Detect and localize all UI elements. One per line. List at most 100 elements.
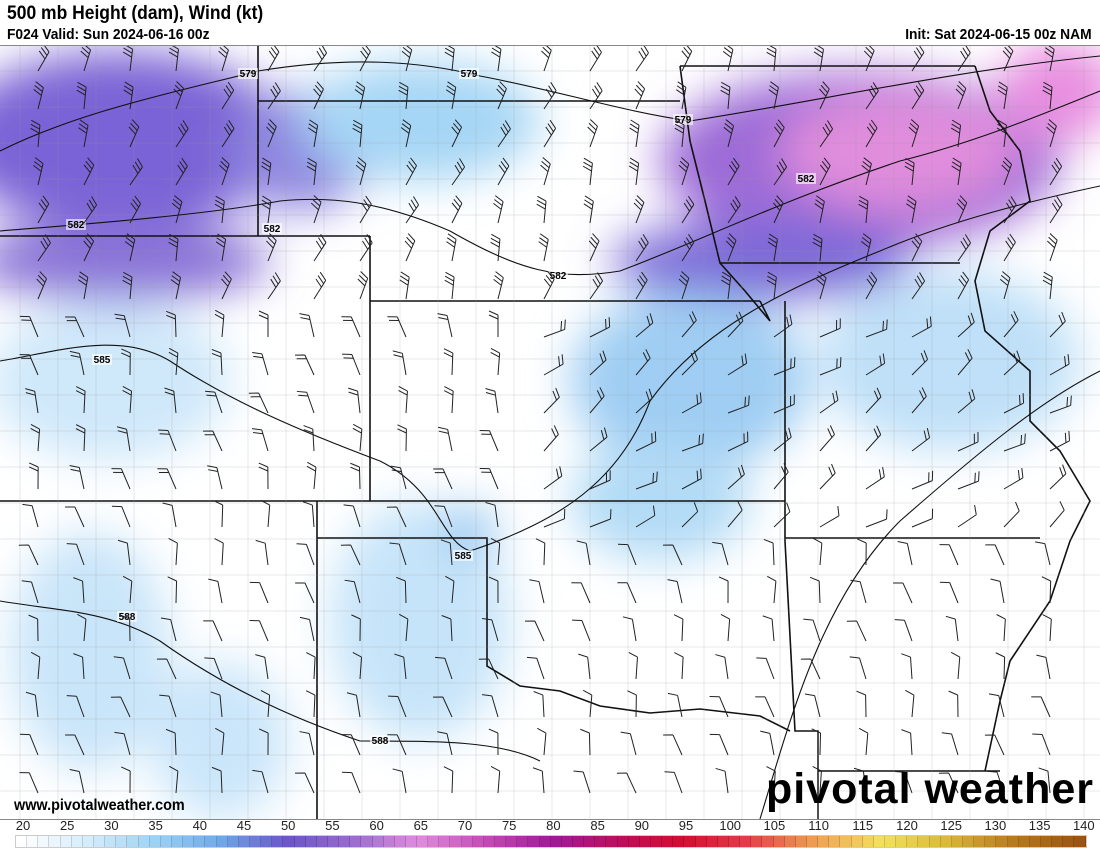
wind-barb — [906, 195, 917, 224]
wind-barb — [445, 575, 455, 604]
wind-barb — [1003, 433, 1026, 452]
wind-barb — [75, 424, 86, 452]
colorbar-swatch — [651, 836, 663, 847]
wind-barb — [911, 233, 923, 262]
wind-barb — [392, 350, 407, 376]
colorbar-swatch — [327, 836, 340, 847]
wind-barb — [897, 540, 913, 566]
wind-barb — [400, 119, 412, 148]
wind-barb — [1036, 654, 1051, 680]
wind-barb — [814, 195, 825, 224]
wind-barb — [727, 395, 750, 414]
wind-barb — [588, 233, 600, 262]
wind-barb — [313, 234, 327, 262]
wind-barb — [69, 465, 85, 490]
colorbar-swatch — [1074, 836, 1086, 847]
wind-barb — [120, 614, 131, 642]
wind-barb — [893, 582, 913, 604]
wind-barb — [121, 348, 131, 376]
wind-barb — [627, 690, 637, 718]
colorbar-swatch — [806, 836, 819, 847]
colorbar-label: 110 — [808, 818, 829, 833]
colorbar-swatch — [160, 836, 172, 847]
contour-label: 585 — [455, 551, 472, 562]
valid-time: F024 Valid: Sun 2024-06-16 00z — [7, 26, 210, 43]
wind-barb — [721, 271, 732, 300]
colorbar-label: 135 — [1028, 818, 1051, 833]
wind-barb — [490, 347, 501, 376]
wind-barb — [663, 544, 683, 566]
wind-barb — [213, 500, 224, 528]
wind-barb — [1049, 354, 1070, 376]
wind-barb — [727, 353, 748, 376]
wind-barb — [537, 727, 547, 756]
colorbar-swatch — [183, 836, 195, 847]
colorbar-swatch — [740, 836, 752, 847]
wind-barb — [160, 617, 177, 642]
wind-barb — [812, 766, 822, 794]
wind-barb — [258, 310, 269, 338]
wind-barb — [37, 234, 51, 262]
colorbar-label: 55 — [325, 818, 340, 833]
colorbar-swatch — [584, 836, 596, 847]
wind-barb — [948, 690, 959, 718]
wind-barb — [543, 387, 560, 414]
colorbar-swatch — [940, 836, 952, 847]
colorbar-swatch — [405, 836, 418, 847]
wind-barb — [175, 120, 189, 148]
wind-barb — [681, 350, 699, 376]
wind-barb — [957, 271, 970, 300]
wind-barb — [398, 81, 409, 110]
map-title: 500 mb Height (dam), Wind (kt) — [7, 3, 264, 24]
wind-barb — [722, 46, 734, 72]
wind-barb — [218, 46, 229, 72]
wind-barb — [168, 46, 179, 72]
wind-barb — [208, 578, 223, 604]
wind-barb — [1002, 46, 1014, 72]
wind-barb — [306, 461, 317, 490]
wind-barb — [204, 657, 223, 680]
wind-barb — [773, 427, 792, 452]
colorbar-swatch — [350, 836, 362, 847]
wind-barb — [299, 313, 315, 338]
wind-barb — [768, 81, 779, 110]
wind-barb — [674, 119, 685, 148]
wind-barb — [536, 195, 547, 224]
height-contours — [0, 55, 1100, 819]
wind-barb — [214, 538, 224, 566]
colorbar-label: 60 — [369, 818, 384, 833]
colorbar-swatch — [695, 836, 707, 847]
wind-barb — [167, 576, 178, 604]
wind-barb — [635, 46, 649, 72]
colorbar-swatch — [216, 836, 228, 847]
wind-barb — [65, 506, 85, 528]
wind-barb — [1049, 157, 1063, 186]
wind-barb — [772, 195, 784, 224]
colorbar-swatch — [706, 836, 718, 847]
wind-barb — [727, 311, 744, 338]
wind-barb — [446, 233, 457, 262]
wind-barb — [159, 694, 177, 718]
wind-barb — [635, 234, 649, 262]
wind-barb — [252, 769, 269, 794]
wind-barb — [712, 541, 729, 566]
wind-barb — [587, 119, 598, 148]
wind-barb — [856, 690, 867, 718]
colorbar-swatch — [784, 836, 796, 847]
wind-barb — [533, 691, 545, 718]
wind-barb — [996, 614, 1006, 642]
wind-barb — [629, 119, 640, 148]
wind-barb — [122, 385, 133, 414]
colorbar-swatch — [82, 836, 94, 847]
wind-barb — [451, 158, 466, 186]
wind-barb — [1003, 467, 1024, 490]
wind-barb — [1047, 233, 1058, 262]
colorbar-label: 25 — [59, 818, 75, 833]
contour-label: 582 — [264, 224, 281, 235]
wind-barb — [341, 771, 361, 794]
wind-barb — [911, 470, 934, 490]
colorbar-swatch — [272, 836, 284, 847]
wind-barb — [451, 119, 463, 148]
wind-barb — [168, 538, 178, 566]
wind-barb — [19, 354, 39, 376]
